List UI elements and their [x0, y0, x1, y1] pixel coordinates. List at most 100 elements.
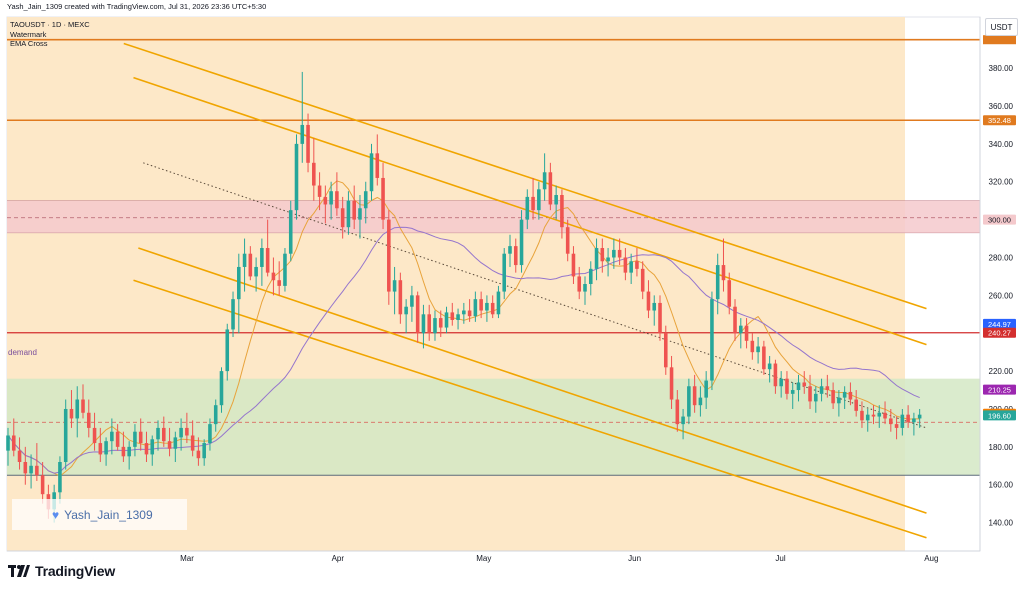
candle-body: [675, 399, 680, 425]
candle-body: [260, 248, 264, 267]
legend-indicator-ema-cross: EMA Cross: [10, 39, 48, 48]
candle-body: [427, 314, 431, 334]
candle-body: [75, 399, 80, 419]
candle-body: [242, 253, 247, 267]
candle-body: [721, 265, 726, 281]
candle-body: [335, 191, 339, 209]
candle-body: [848, 391, 853, 400]
candle-body: [762, 346, 766, 370]
candle-body: [594, 248, 599, 269]
candle-body: [438, 318, 443, 328]
price-label-text: 240.27: [988, 329, 1011, 338]
candle-body: [190, 435, 195, 451]
candle-body: [687, 386, 691, 417]
dotted-trend-line: [143, 162, 927, 429]
candle-body: [496, 291, 501, 315]
candle-body: [785, 378, 789, 394]
candle-body: [237, 266, 241, 300]
watermark-text: Yash_Jain_1309: [64, 507, 153, 522]
candle-body: [860, 410, 864, 421]
candle-body: [525, 196, 530, 220]
candle-body: [317, 185, 322, 197]
candle-body: [196, 450, 201, 459]
candle-body: [894, 424, 899, 428]
heart-icon: ♥: [52, 507, 60, 522]
candle-body: [837, 397, 841, 404]
candle-body: [167, 441, 172, 449]
candle-body: [790, 390, 795, 394]
candle-body: [612, 249, 616, 258]
candle-body: [283, 253, 287, 286]
candle-body: [871, 414, 876, 417]
time-tick-label: Apr: [332, 554, 345, 563]
candle-body: [387, 219, 391, 292]
candle-body: [265, 248, 270, 273]
channel-line-3: [138, 247, 927, 514]
candle-body: [831, 390, 835, 404]
candle-body: [912, 418, 916, 423]
candle-body: [23, 462, 28, 474]
price-tick-label: 160.00: [989, 481, 1014, 490]
candle-body: [819, 386, 824, 394]
candle-body: [531, 196, 535, 211]
candle-body: [877, 412, 882, 417]
candle-body: [225, 329, 230, 372]
candle-body: [519, 219, 524, 266]
channel-line-1: [123, 42, 927, 310]
candle-body: [739, 325, 743, 334]
candle-body: [756, 346, 760, 353]
footer: TradingView: [8, 563, 115, 579]
candle-body: [121, 446, 126, 457]
candle-body: [306, 124, 310, 163]
price-label-text: 352.48: [988, 116, 1011, 125]
candle-body: [479, 299, 483, 311]
price-tick-label: 180.00: [989, 443, 1014, 452]
price-label-text: 210.25: [988, 386, 1011, 395]
candle-body: [727, 280, 732, 307]
price-label-box: [983, 384, 1016, 395]
candle-body: [150, 439, 155, 455]
candle-body: [231, 299, 235, 330]
candle-body: [658, 302, 662, 334]
candle-body: [692, 386, 697, 406]
candle-body: [277, 280, 281, 286]
candle-body: [288, 210, 293, 254]
candle-body: [663, 333, 668, 368]
candle-body: [814, 393, 818, 402]
candle-body: [623, 257, 628, 273]
candle-body: [571, 253, 576, 277]
candle-body: [208, 424, 212, 444]
candle-body: [213, 405, 218, 425]
candle-body: [421, 314, 426, 334]
currency-badge[interactable]: USDT: [985, 18, 1018, 36]
chart-header: Yash_Jain_1309 created with TradingView.…: [7, 2, 267, 11]
time-tick-label: Jun: [628, 554, 641, 563]
candle-body: [565, 227, 570, 254]
candle-body: [363, 191, 368, 209]
candle-body: [381, 177, 385, 220]
candle-body: [162, 427, 166, 442]
candle-body: [542, 172, 547, 190]
candle-body: [802, 382, 807, 387]
candle-body: [900, 414, 905, 428]
demand-zone: [7, 378, 980, 476]
candle-body: [294, 143, 299, 211]
candle-body: [450, 312, 455, 320]
price-tick-label: 340.00: [989, 140, 1014, 149]
candle-body: [58, 462, 62, 493]
price-label-text: 244.97: [988, 320, 1011, 329]
candle-body: [433, 318, 437, 334]
candle-body: [548, 172, 553, 205]
candle-body: [35, 465, 39, 476]
candle-body: [652, 302, 657, 311]
currency-label: USDT: [990, 22, 1013, 32]
candle-body: [133, 431, 137, 447]
candle-body: [323, 196, 328, 205]
candle-body: [773, 363, 778, 387]
time-tick-label: Jul: [775, 554, 785, 563]
price-label-box: [983, 318, 1016, 329]
candle-body: [502, 253, 507, 292]
candle-body: [588, 268, 593, 284]
candle-body: [750, 340, 755, 353]
